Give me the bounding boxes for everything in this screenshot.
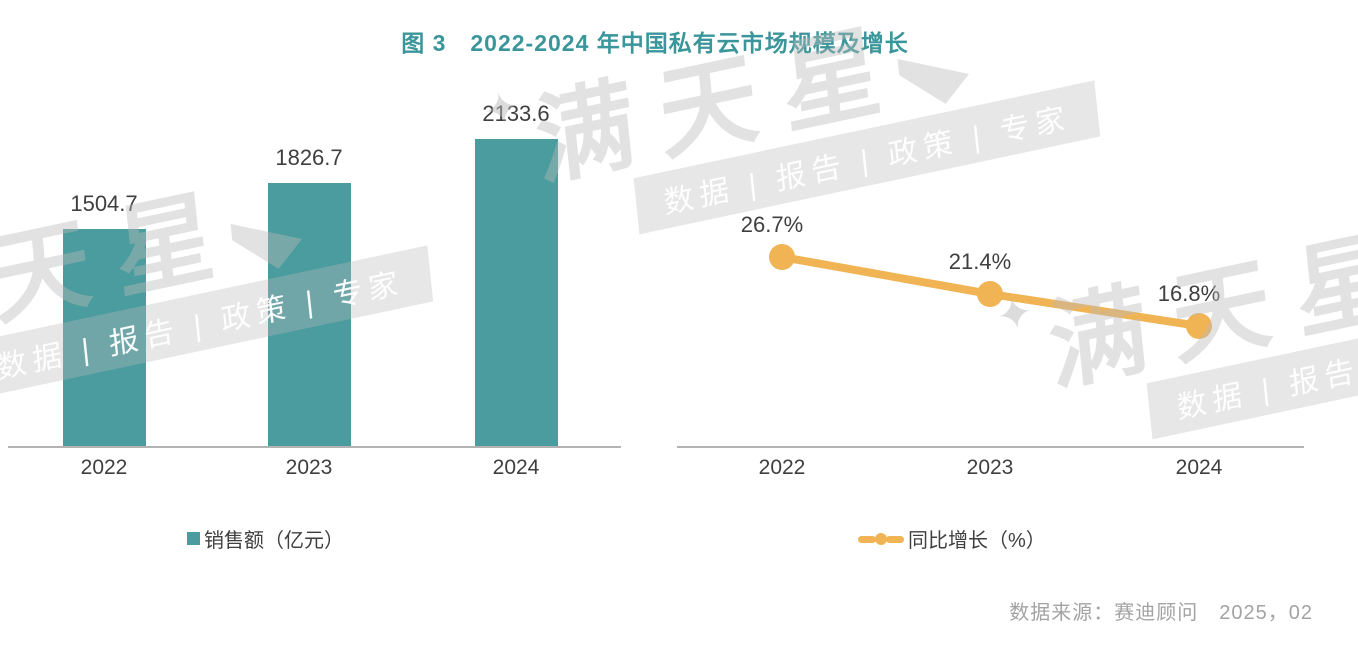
bar-chart-x-axis xyxy=(8,446,621,448)
x-tick-label: 2022 xyxy=(758,456,806,479)
chart-title: 图 3 2022-2024 年中国私有云市场规模及增长 xyxy=(401,30,909,56)
x-tick-label: 2023 xyxy=(285,456,333,479)
line-chart-x-axis xyxy=(677,446,1304,448)
bar-2023 xyxy=(268,183,351,446)
x-tick-label: 2024 xyxy=(492,456,540,479)
bar-value-label: 2133.6 xyxy=(482,101,550,126)
line-point-label: 21.4% xyxy=(948,249,1012,274)
line-point-label: 16.8% xyxy=(1157,281,1221,306)
data-point-2024 xyxy=(1186,313,1212,339)
bar-chart-legend: 销售额（亿元） xyxy=(187,524,344,553)
line-legend-label: 同比增长（%） xyxy=(908,530,1046,552)
x-tick-label: 2024 xyxy=(1175,456,1223,479)
data-point-2023 xyxy=(977,281,1003,307)
source-note: 数据来源：赛迪顾问 2025，02 xyxy=(1009,602,1313,624)
bar-2024 xyxy=(475,139,558,446)
data-point-2022 xyxy=(769,244,795,270)
bar-value-label: 1826.7 xyxy=(275,145,343,170)
line-point-label: 26.7% xyxy=(740,212,804,237)
x-tick-label: 2023 xyxy=(966,456,1014,479)
x-tick-label: 2022 xyxy=(80,456,128,479)
bar-2022 xyxy=(63,229,146,446)
bar-legend-label: 销售额（亿元） xyxy=(204,530,344,552)
line-chart-legend: 同比增长（%） xyxy=(858,524,1046,553)
line-legend-marker-icon xyxy=(858,532,904,546)
bar-value-label: 1504.7 xyxy=(70,191,138,216)
bar-legend-swatch-icon xyxy=(187,532,200,545)
